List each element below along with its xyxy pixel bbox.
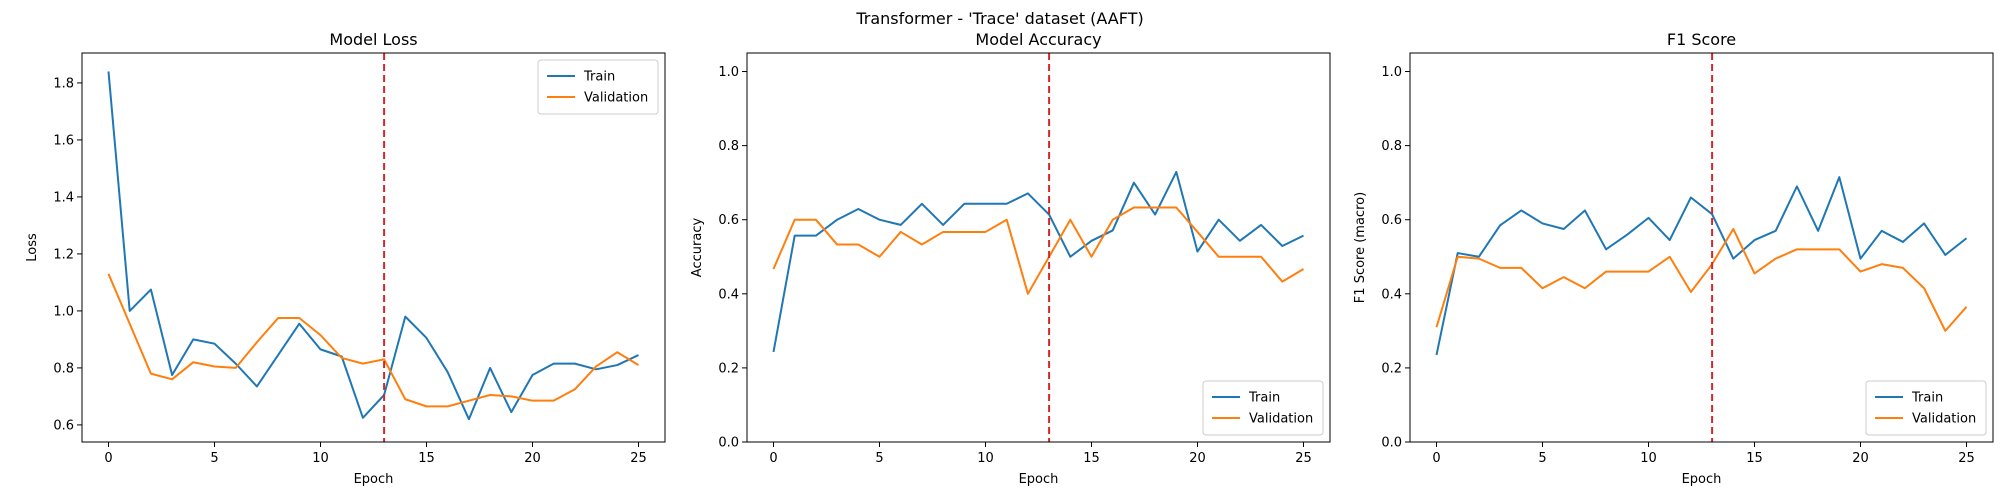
y-tick-label: 0.0 xyxy=(718,436,739,451)
y-tick-label: 1.0 xyxy=(53,304,74,319)
series-line-validation xyxy=(1435,227,1968,332)
plot-title: F1 Score xyxy=(1667,30,1736,49)
x-axis-label: Epoch xyxy=(1019,472,1059,487)
x-tick-label: 15 xyxy=(1746,451,1763,466)
y-tick-label: 0.4 xyxy=(1381,287,1402,302)
series-line-train xyxy=(1435,176,1968,356)
plot-title: Model Accuracy xyxy=(975,30,1101,49)
y-tick-label: 1.6 xyxy=(53,133,74,148)
x-tick-label: 15 xyxy=(1083,451,1100,466)
legend: Train Validation xyxy=(1865,380,1987,436)
x-tick-label: 15 xyxy=(418,451,435,466)
legend-label-validation: Validation xyxy=(1912,412,1976,427)
y-tick-label: 1.0 xyxy=(718,65,739,80)
legend-box xyxy=(537,59,659,115)
x-axis-label: Epoch xyxy=(354,472,394,487)
y-tick-label: 0.6 xyxy=(1381,213,1402,228)
x-tick-label: 10 xyxy=(977,451,994,466)
y-axis-label: F1 Score (macro) xyxy=(1353,192,1368,303)
x-tick-label: 20 xyxy=(524,451,541,466)
y-tick-label: 0.4 xyxy=(718,287,739,302)
axes-frame xyxy=(81,52,666,443)
x-tick-label: 0 xyxy=(1432,451,1440,466)
legend-label-train: Train xyxy=(1911,391,1943,406)
x-tick-label: 25 xyxy=(1295,451,1312,466)
x-tick-label: 20 xyxy=(1852,451,1869,466)
legend-label-train: Train xyxy=(1248,391,1280,406)
series-line-train xyxy=(772,170,1304,353)
subplots: Model Loss 0 5 10 15 20 25 0.6 0.8 1.0 1.2 1.4 1.6 1.… xyxy=(25,30,1994,487)
x-tick-label: 5 xyxy=(210,451,218,466)
y-tick-label: 0.8 xyxy=(1381,139,1402,154)
y-tick-label: 0.0 xyxy=(1381,436,1402,451)
x-tick-label: 0 xyxy=(769,451,777,466)
y-axis-label: Loss xyxy=(25,233,40,262)
series-line-train xyxy=(107,71,639,421)
x-tick-label: 5 xyxy=(1538,451,1546,466)
plot-data-area xyxy=(107,53,640,442)
subplot-1: Model Loss 0 5 10 15 20 25 0.6 0.8 1.0 1.2 1.4 1.6 1.… xyxy=(25,30,666,487)
y-tick-label: 0.2 xyxy=(718,361,739,376)
legend-box xyxy=(1202,380,1324,436)
x-tick-label: 10 xyxy=(312,451,329,466)
series-line-validation xyxy=(107,273,640,408)
y-tick-label: 0.8 xyxy=(53,361,74,376)
x-tick-label: 10 xyxy=(1640,451,1657,466)
legend: Train Validation xyxy=(537,59,659,115)
legend-label-validation: Validation xyxy=(584,91,648,106)
y-tick-label: 0.6 xyxy=(718,213,739,228)
x-tick-label: 0 xyxy=(104,451,112,466)
y-tick-label: 1.0 xyxy=(1381,65,1402,80)
axes-frame xyxy=(1409,52,1994,443)
y-tick-label: 0.2 xyxy=(1381,361,1402,376)
y-axis-label: Accuracy xyxy=(690,218,705,278)
plot-title: Model Loss xyxy=(329,30,417,49)
figure-suptitle: Transformer - 'Trace' dataset (AAFT) xyxy=(855,9,1143,28)
x-axis-label: Epoch xyxy=(1682,472,1722,487)
x-tick-label: 25 xyxy=(630,451,647,466)
axes-frame xyxy=(746,52,1331,443)
y-tick-label: 1.4 xyxy=(53,190,74,205)
subplot-3: F1 Score 0 5 10 15 20 25 0.0 0.2 0.4 0.6 0.8 1.0 Epoc… xyxy=(1353,30,1994,487)
y-tick-label: 0.8 xyxy=(718,139,739,154)
plot-data-area xyxy=(772,53,1305,442)
legend: Train Validation xyxy=(1202,380,1324,436)
y-tick-label: 0.6 xyxy=(53,418,74,433)
y-tick-label: 1.8 xyxy=(53,76,74,91)
y-tick-label: 1.2 xyxy=(53,247,74,262)
x-tick-label: 25 xyxy=(1958,451,1975,466)
legend-box xyxy=(1865,380,1987,436)
x-tick-label: 5 xyxy=(875,451,883,466)
subplot-2: Model Accuracy 0 5 10 15 20 25 0.0 0.2 0.4 0.6 0.8 1… xyxy=(690,30,1331,487)
plot-data-area xyxy=(1435,53,1968,442)
legend-label-validation: Validation xyxy=(1249,412,1313,427)
series-line-validation xyxy=(772,206,1305,295)
x-tick-label: 20 xyxy=(1189,451,1206,466)
legend-label-train: Train xyxy=(583,70,615,85)
